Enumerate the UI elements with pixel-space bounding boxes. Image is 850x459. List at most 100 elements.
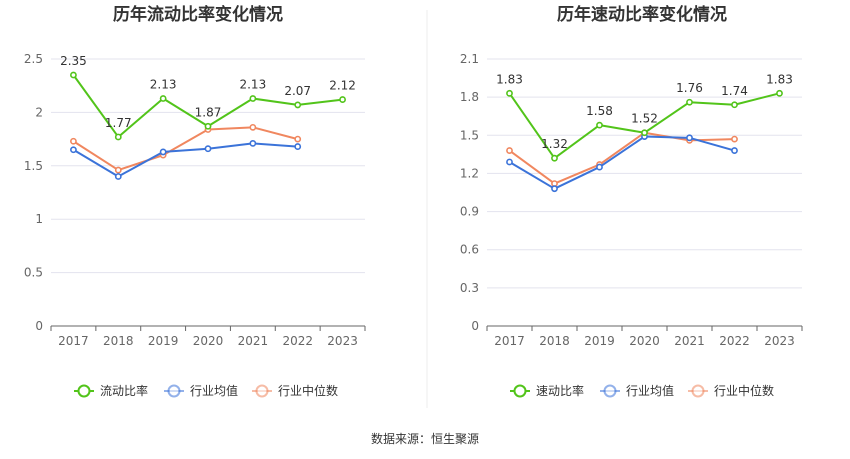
data-point (731, 147, 738, 154)
chart-panel-0: 历年流动比率变化情况 0 0.5 1 1.5 2 2.5 2017 2018 2019 2020 20… (24, 4, 366, 398)
y-tick-label: 2.5 (24, 52, 43, 66)
legend-marker (603, 384, 617, 398)
data-point (596, 121, 603, 129)
y-tick-label: 0.9 (460, 205, 479, 219)
data-label: 2.13 (150, 78, 177, 92)
data-point (731, 135, 738, 143)
data-label: 2.13 (239, 78, 266, 92)
data-point (70, 137, 77, 145)
chart-panel-1: 历年速动比率变化情况 0 0.3 0.6 0.9 1.2 1.5 1.8 2.1 2017 2018… (460, 4, 803, 398)
data-point (114, 166, 122, 174)
data-label: 1.76 (676, 81, 703, 95)
data-label: 1.87 (195, 105, 222, 119)
x-tick-label: 2019 (584, 334, 615, 348)
data-point (339, 96, 346, 103)
data-point (596, 163, 603, 171)
y-tick-label: 0 (471, 319, 479, 333)
x-tick-label: 2022 (719, 334, 750, 348)
data-label: 2.35 (60, 54, 87, 68)
legend-marker (513, 384, 527, 398)
data-point (686, 98, 693, 106)
data-point (506, 158, 513, 166)
x-tick-label: 2023 (327, 334, 358, 348)
legend-marker (691, 384, 705, 398)
data-label: 1.58 (586, 104, 613, 118)
data-label: 1.32 (541, 137, 568, 151)
legend-marker (167, 384, 181, 398)
legend-item-0: 速动比率 (510, 383, 584, 398)
data-point (204, 122, 212, 130)
data-point (249, 139, 257, 147)
series-line-2 (72, 126, 298, 172)
y-tick-label: 2 (35, 105, 43, 119)
legend-item-0: 流动比率 (74, 383, 148, 398)
x-tick-label: 2018 (103, 334, 134, 348)
x-tick-label: 2023 (764, 334, 795, 348)
data-label: 1.52 (631, 112, 658, 126)
data-point (506, 89, 513, 97)
data-point (731, 101, 738, 109)
x-tick-label: 2022 (282, 334, 313, 348)
data-point (70, 71, 77, 79)
x-tick-label: 2021 (674, 334, 705, 348)
data-point (114, 173, 122, 180)
legend-item-2: 行业中位数 (688, 383, 774, 398)
legend-label: 速动比率 (536, 383, 584, 398)
chart-title: 历年流动比率变化情况 (113, 4, 283, 25)
legend-label: 行业中位数 (714, 383, 774, 398)
data-point (249, 123, 257, 131)
y-tick-label: 1 (35, 212, 43, 226)
series-line-1 (72, 142, 298, 178)
chart-title: 历年速动比率变化情况 (557, 4, 727, 25)
y-tick-label: 1.5 (24, 159, 43, 173)
data-point (114, 133, 122, 141)
x-tick-label: 2021 (238, 334, 269, 348)
y-tick-label: 1.5 (460, 128, 479, 142)
data-point (159, 95, 167, 102)
legend-label: 流动比率 (100, 383, 148, 398)
legend-label: 行业均值 (626, 383, 674, 398)
x-tick-label: 2017 (58, 334, 89, 348)
x-tick-label: 2019 (148, 334, 179, 348)
y-tick-label: 0.3 (460, 281, 479, 295)
data-point (294, 143, 302, 150)
data-label: 1.83 (766, 72, 793, 86)
legend-marker (255, 384, 269, 398)
data-point (70, 146, 77, 154)
legend-label: 行业中位数 (278, 383, 338, 398)
data-point (249, 95, 257, 102)
data-point (294, 101, 302, 109)
data-point (776, 89, 783, 97)
data-source-note: 数据来源：恒生聚源 (371, 431, 479, 446)
data-label: 2.12 (329, 79, 356, 93)
data-label: 1.77 (105, 116, 132, 130)
data-point (294, 135, 302, 143)
data-point (641, 129, 648, 137)
legend-item-1: 行业均值 (164, 383, 238, 398)
data-point (686, 134, 693, 142)
data-point (506, 147, 513, 154)
data-point (551, 185, 558, 193)
y-tick-label: 0.6 (460, 243, 479, 257)
legend-marker (77, 384, 91, 398)
y-tick-label: 2.1 (460, 52, 479, 66)
series-line-1 (508, 135, 735, 190)
legend-item-1: 行业均值 (600, 383, 674, 398)
data-label: 2.07 (284, 84, 311, 98)
x-tick-label: 2020 (629, 334, 660, 348)
legend-label: 行业均值 (190, 383, 238, 398)
y-tick-label: 1.8 (460, 90, 479, 104)
data-point (551, 154, 558, 162)
x-tick-label: 2018 (539, 334, 570, 348)
y-tick-label: 0.5 (24, 266, 43, 280)
data-label: 1.83 (496, 72, 523, 86)
data-point (159, 148, 167, 156)
data-point (204, 145, 212, 153)
y-tick-label: 0 (35, 319, 43, 333)
data-label: 1.74 (721, 84, 748, 98)
y-tick-label: 1.2 (460, 166, 479, 180)
legend-item-2: 行业中位数 (252, 383, 338, 398)
x-tick-label: 2020 (193, 334, 224, 348)
x-tick-label: 2017 (494, 334, 525, 348)
